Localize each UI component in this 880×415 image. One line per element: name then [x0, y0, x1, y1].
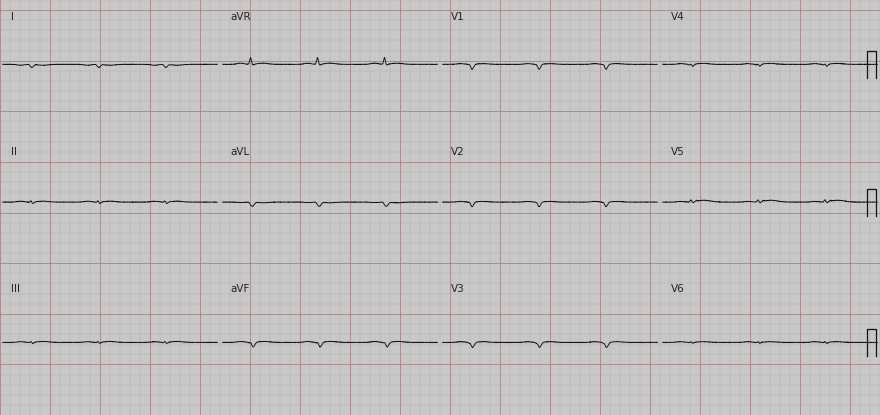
Text: V1: V1 — [451, 12, 465, 22]
Text: V4: V4 — [671, 12, 685, 22]
Text: V2: V2 — [451, 147, 465, 157]
Text: I: I — [11, 12, 13, 22]
Text: aVL: aVL — [231, 147, 250, 157]
Text: aVR: aVR — [231, 12, 251, 22]
Text: V3: V3 — [451, 284, 465, 294]
Text: V6: V6 — [671, 284, 685, 294]
Text: II: II — [11, 147, 17, 157]
Text: V5: V5 — [671, 147, 685, 157]
Text: aVF: aVF — [231, 284, 250, 294]
Text: III: III — [11, 284, 19, 294]
